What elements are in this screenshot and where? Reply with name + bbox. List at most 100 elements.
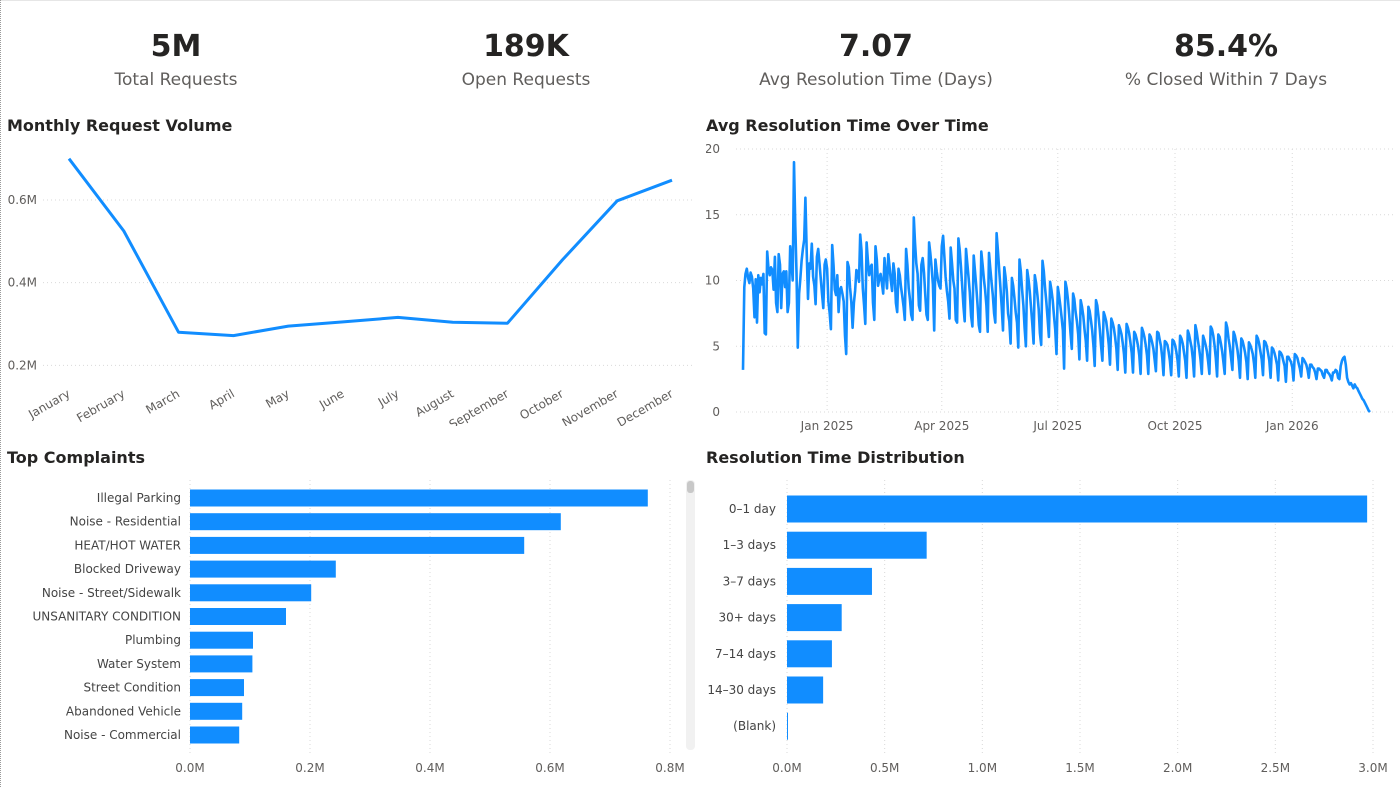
x-tick-label: 0.8M [655,761,684,775]
x-tick-label: 0.6M [535,761,564,775]
data-point [231,334,235,338]
category-label: Noise - Street/Sidewalk [42,586,181,600]
x-tick-label: September [447,386,511,426]
bar [190,655,253,673]
category-label: Noise - Commercial [64,728,181,742]
category-label: UNSANITARY CONDITION [32,610,181,624]
x-tick-label: July [375,386,402,409]
data-point [67,157,71,161]
data-point [396,315,400,319]
y-tick-label: 0.4M [8,276,37,290]
series-line [741,160,1371,413]
kpi-label: % Closed Within 7 Days [1124,70,1328,90]
data-point [286,324,290,328]
x-tick-label: Jan 2026 [1265,419,1319,433]
bar [190,536,525,554]
bar [190,702,243,720]
chart-title: Top Complaints [7,448,145,467]
x-tick-label: 1.5M [1065,761,1094,775]
series-line [67,157,673,338]
data-point [560,258,564,262]
chart-title: Avg Resolution Time Over Time [706,116,989,135]
x-tick-label: 0.0M [772,761,801,775]
y-tick-label: 15 [706,208,720,222]
category-label: (Blank) [733,719,776,733]
category-label: Noise - Residential [70,515,181,529]
category-label: Plumbing [125,633,181,647]
monthly-volume-visual[interactable]: Monthly Request Volume 0.2M 0.4M 0.6M Janua… [7,116,697,426]
x-tick-label: Apr 2025 [914,419,969,433]
kpi-label: Total Requests [114,70,238,90]
bar [787,495,1368,523]
kpi-value: 5M [150,29,202,64]
category-label: 0–1 day [729,502,776,516]
x-tick-label: March [143,386,182,416]
kpi-card-open-requests[interactable]: 189K Open Requests [366,28,686,92]
bar [787,567,872,595]
bar [787,531,927,559]
category-label: 7–14 days [715,647,776,661]
page-left-border [0,0,1,787]
y-tick-label: 0 [712,405,720,419]
bar [190,489,648,507]
resolution-trend-visual[interactable]: Avg Resolution Time Over Time 0 5 10 15 20 Ja… [706,116,1396,436]
category-label: Street Condition [83,681,181,695]
page-top-border [0,0,1400,1]
category-label: Water System [97,657,181,671]
kpi-label: Avg Resolution Time (Days) [759,70,993,90]
kpi-card-closed-within-7-days[interactable]: 85.4% % Closed Within 7 Days [1066,28,1386,92]
chart-title: Monthly Request Volume [7,116,233,135]
resolution-distribution-visual[interactable]: Resolution Time Distribution 0.0M 0.5M 1.0… [706,448,1396,778]
data-point [670,178,674,182]
category-label: HEAT/HOT WATER [74,538,181,552]
y-tick-label: 20 [706,142,720,156]
category-label: Illegal Parking [97,491,181,505]
category-label: Blocked Driveway [74,562,181,576]
bar [190,560,336,578]
bar [190,584,312,602]
y-tick-label: 0.6M [8,193,37,207]
x-tick-label: 2.0M [1163,761,1192,775]
bar [190,608,286,625]
x-tick-label: December [615,386,676,426]
x-tick-label: January [25,386,72,421]
kpi-label: Open Requests [461,70,591,90]
bar [190,631,253,649]
x-tick-label: 0.4M [415,761,444,775]
data-point [615,199,619,203]
category-label: 3–7 days [723,574,776,588]
x-tick-label: Oct 2025 [1147,419,1202,433]
y-tick-label: 10 [706,274,720,288]
kpi-value: 85.4% [1173,29,1279,64]
data-point [122,229,126,233]
category-label: 1–3 days [723,538,776,552]
resolution-trend-chart[interactable]: 0 5 10 15 20 Jan 2025 Apr 2025 Jul 2025 Oct 2025… [706,116,1396,436]
x-tick-label: Jul 2025 [1032,419,1082,433]
x-tick-label: 0.5M [870,761,899,775]
x-tick-label: 3.0M [1358,761,1387,775]
kpi-value: 189K [483,29,569,64]
kpi-card-avg-resolution-time[interactable]: 7.07 Avg Resolution Time (Days) [716,28,1036,92]
bar [787,640,832,668]
category-label: 14–30 days [707,683,776,697]
data-point [451,320,455,324]
kpi-card-total-requests[interactable]: 5M Total Requests [16,28,336,92]
bar [190,679,244,697]
x-tick-label: 0.0M [175,761,204,775]
x-tick-label: June [316,386,347,412]
top-complaints-visual[interactable]: Top Complaints 0.0M 0.2M 0.4M 0.6M 0.8M Illeg… [7,448,697,778]
data-point [177,330,181,334]
x-tick-label: February [74,386,127,425]
top-complaints-chart[interactable]: 0.0M 0.2M 0.4M 0.6M 0.8M Illegal Parking Noise… [7,448,697,778]
category-label: 30+ days [719,611,776,625]
monthly-volume-chart[interactable]: 0.2M 0.4M 0.6M January February March April May… [7,116,697,426]
x-tick-label: Jan 2025 [800,419,854,433]
complaints-scrollbar[interactable] [686,480,695,750]
bar [787,604,842,632]
y-tick-label: 5 [712,339,720,353]
resolution-distribution-chart[interactable]: 0.0M 0.5M 1.0M 1.5M 2.0M 2.5M 3.0M 0–1 day 1–3 d… [706,448,1396,778]
y-tick-label: 0.2M [8,358,37,372]
complaints-scroll-thumb[interactable] [687,481,694,493]
bar [190,513,561,531]
